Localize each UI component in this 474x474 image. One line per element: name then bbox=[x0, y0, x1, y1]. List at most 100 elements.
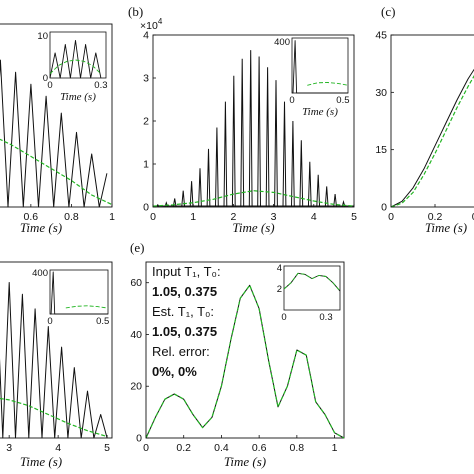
panel-e-ytick-label: 60 bbox=[130, 277, 142, 289]
panel-a-inset-ytick-label: 10 bbox=[37, 31, 48, 42]
panel-b-spike bbox=[215, 127, 219, 208]
panel-b-spike bbox=[257, 56, 261, 208]
panel-d-xtick-label: 3 bbox=[6, 442, 12, 454]
panel-e-inset-ytick-label: 2 bbox=[277, 284, 282, 295]
panel-e-ytick-label: 40 bbox=[130, 329, 142, 341]
panel-c-xtick-label: 0.2 bbox=[428, 211, 443, 223]
panel-c-series-measured-line bbox=[390, 68, 474, 208]
panel-d-inset-ytick-label: 400 bbox=[32, 268, 48, 279]
panel-b-inset-xlabel: Time (s) bbox=[302, 106, 338, 118]
panel-c-frame bbox=[390, 34, 474, 208]
panel-e-inset-series-estimated-line bbox=[283, 272, 341, 292]
panel-b-xtick-label: 0 bbox=[150, 211, 156, 223]
panel-e-annotation: Input T₁, T₀: 1.05, 0.375 Est. T₁, T₀: 1… bbox=[152, 264, 221, 379]
panel-b-inset-series-measured-line bbox=[292, 40, 348, 94]
panel-label-c: (c) bbox=[381, 4, 395, 19]
panel-b-ytick-label: 2 bbox=[143, 116, 149, 128]
panel-b-series-estimated-line bbox=[152, 190, 355, 207]
panel-b-ytick-label: 3 bbox=[143, 73, 149, 85]
panel-b-spike bbox=[333, 194, 337, 208]
panel-e-xtick-label: 0 bbox=[143, 442, 149, 454]
panel-c-ytick-label: 45 bbox=[375, 30, 387, 42]
panel-d-inset-xtick-label: 0.5 bbox=[96, 316, 109, 327]
panel-b-spike bbox=[291, 120, 295, 208]
panel-d-xlabel: Time (s) bbox=[20, 454, 62, 469]
panel-e-xtick-label: 1 bbox=[332, 442, 338, 454]
panel-b-spike bbox=[316, 174, 321, 208]
panel-b-inset-series-estimated-line bbox=[307, 82, 349, 86]
panel-e-ytick-label: 20 bbox=[130, 381, 142, 393]
panel-e-xtick-label: 0.6 bbox=[252, 442, 267, 454]
panel-d-frame bbox=[0, 261, 113, 439]
panel-c-series-estimated-line bbox=[390, 74, 474, 208]
panel-b-inset-xtick-label: 0.5 bbox=[336, 95, 349, 106]
panel-e-xtick-label: 0.2 bbox=[176, 442, 191, 454]
panel-e-series-estimated-line bbox=[145, 284, 345, 439]
panel-d-series-measured-line bbox=[0, 282, 108, 439]
panel-b-spike bbox=[282, 101, 287, 208]
panel-b-xtick-label: 5 bbox=[351, 211, 357, 223]
panel-a-inset-series-measured-line bbox=[49, 39, 102, 79]
panel-b-spike bbox=[265, 67, 270, 208]
panel-label-b: (b) bbox=[128, 4, 143, 19]
panel-d-series-estimated-line bbox=[0, 397, 108, 438]
panel-a-inset-xlabel: Time (s) bbox=[60, 91, 96, 103]
annotation-line-1: Input T₁, T₀: bbox=[152, 264, 221, 279]
panel-b-spike bbox=[198, 168, 202, 208]
panel-b-inset-ytick-label: 400 bbox=[274, 37, 290, 48]
panel-c-xlabel: Time (s) bbox=[425, 220, 467, 235]
panel-a-xtick-label: 1 bbox=[109, 211, 115, 223]
panel-b-spike bbox=[189, 181, 194, 208]
panel-e-inset-xtick-label: 0.3 bbox=[319, 312, 332, 323]
panel-b-inset-frame bbox=[291, 37, 349, 94]
annotation-line-6: 0%, 0% bbox=[152, 364, 197, 379]
panel-b-inset-xtick-label: 0 bbox=[289, 95, 294, 106]
panel-b-spike bbox=[231, 75, 236, 208]
panel-d-inset-series-measured-line bbox=[50, 271, 108, 315]
panel-b-xtick-label: 1 bbox=[190, 211, 196, 223]
panel-a-series-measured-line bbox=[0, 59, 108, 208]
panel-e-frame bbox=[145, 261, 345, 439]
panel-d-inset-xtick-label: 0 bbox=[47, 316, 52, 327]
panel-c-xtick-label: 0 bbox=[388, 211, 394, 223]
panel-e-inset-frame bbox=[283, 265, 341, 311]
panel-e-inset: 0 0.3 2 4 bbox=[277, 263, 341, 323]
panel-d-inset: 0 0.5 400 bbox=[32, 268, 109, 327]
panel-a-series-estimated-line bbox=[0, 138, 113, 206]
annotation-line-5: Rel. error: bbox=[152, 344, 210, 359]
panel-b-spike bbox=[299, 140, 304, 208]
panel-e-xtick-label: 0.8 bbox=[290, 442, 305, 454]
panel-b-inset: 0 0.5 400 Time (s) bbox=[274, 37, 349, 118]
panel-d-xtick-label: 5 bbox=[104, 442, 110, 454]
panel-b-spike bbox=[181, 190, 186, 208]
panel-c-ytick-label: 0 bbox=[381, 202, 387, 214]
panel-b-spike bbox=[274, 80, 278, 208]
panel-e-inset-xtick-label: 0 bbox=[281, 312, 286, 323]
panel-e-xtick-label: 0.4 bbox=[214, 442, 229, 454]
panel-a-inset-xtick-label: 0 bbox=[47, 80, 52, 91]
panel-b-ytick-label: 0 bbox=[143, 202, 149, 214]
annotation-line-3: Est. T₁, T₀: bbox=[152, 304, 214, 319]
annotation-line-2: 1.05, 0.375 bbox=[152, 284, 217, 299]
panel-a-xtick-label: 0.8 bbox=[64, 211, 79, 223]
panel-b-spike bbox=[240, 58, 245, 208]
panel-c-ytick-label: 15 bbox=[375, 144, 387, 156]
panel-c-xtick-label: 0.4 bbox=[472, 211, 474, 223]
panel-d-inset-series-estimated-line bbox=[65, 305, 109, 309]
panel-b-spike bbox=[223, 101, 228, 208]
panel-d-xtick-label: 4 bbox=[55, 442, 61, 454]
panel-e-ytick-label: 0 bbox=[136, 433, 142, 445]
panel-b-xtick-label: 2 bbox=[230, 211, 236, 223]
panel-b-ytick-label: 1 bbox=[143, 159, 149, 171]
panel-b-xtick-label: 4 bbox=[311, 211, 317, 223]
panel-e-inset-ytick-label: 4 bbox=[277, 263, 282, 274]
panel-a-inset-xtick-label: 0.3 bbox=[94, 80, 107, 91]
panel-a-inset: 0 0.3 0 10 Time (s) bbox=[37, 31, 107, 103]
panel-c-ytick-label: 30 bbox=[375, 87, 387, 99]
panel-e-xlabel: Time (s) bbox=[224, 454, 266, 469]
annotation-line-4: 1.05, 0.375 bbox=[152, 324, 217, 339]
panel-b-xtick-label: 3 bbox=[271, 211, 277, 223]
panel-b-xlabel: Time (s) bbox=[232, 220, 274, 235]
panel-label-e: (e) bbox=[130, 240, 144, 255]
